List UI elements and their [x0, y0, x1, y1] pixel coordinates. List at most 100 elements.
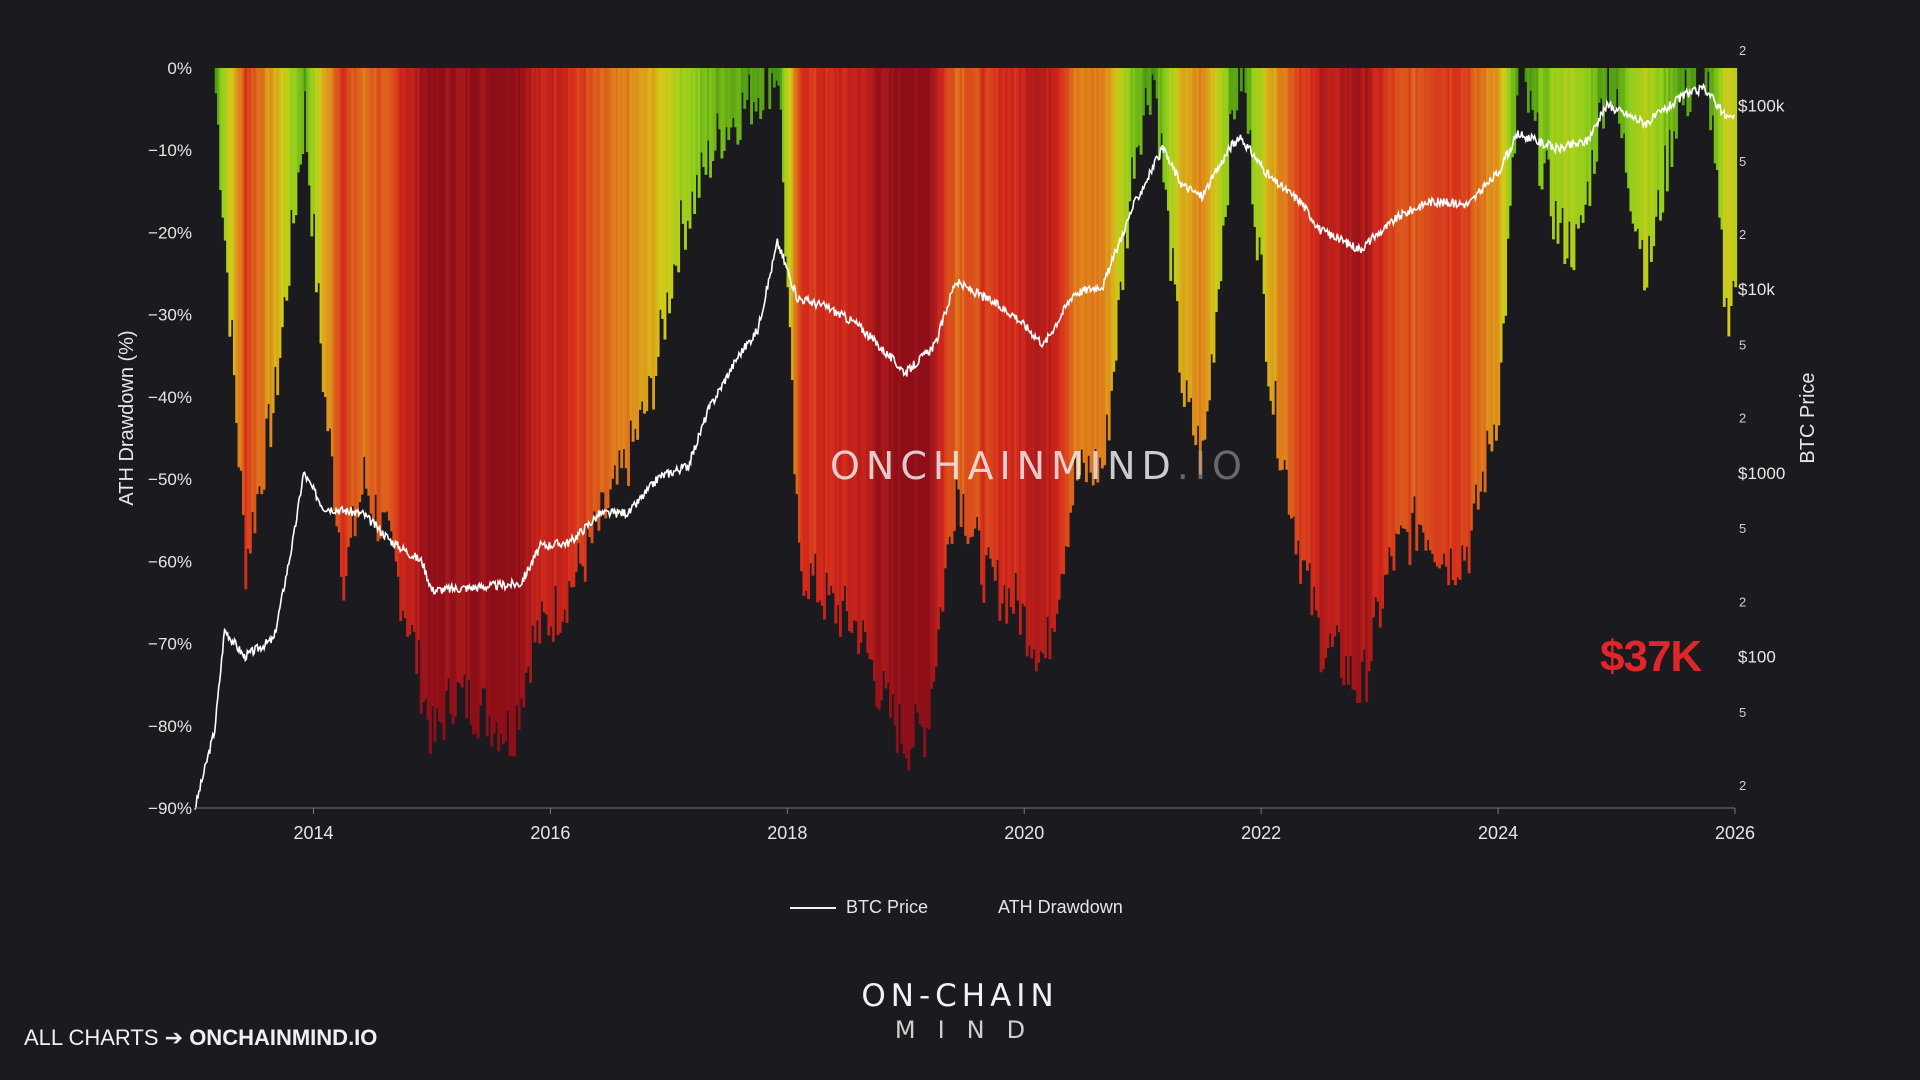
drawdown-bar: [554, 68, 558, 586]
drawdown-bar: [1618, 68, 1621, 124]
drawdown-bar: [1023, 68, 1027, 607]
drawdown-bar: [1497, 68, 1501, 426]
drawdown-bar: [1538, 68, 1542, 186]
drawdown-bar: [1490, 68, 1494, 452]
drawdown-bar: [1182, 68, 1186, 407]
drawdown-bar: [394, 68, 398, 562]
drawdown-bar: [1271, 68, 1275, 415]
drawdown-bar: [376, 68, 380, 542]
drawdown-bar: [403, 68, 407, 619]
drawdown-bar: [280, 68, 284, 328]
drawdown-bar: [561, 68, 564, 622]
drawdown-bar: [1032, 68, 1036, 650]
drawdown-bar: [1515, 68, 1519, 96]
drawdown-bar: [422, 68, 425, 703]
drawdown-bar: [369, 68, 373, 514]
drawdown-bar: [1649, 68, 1653, 262]
drawdown-bar: [264, 68, 268, 419]
drawdown-bar: [834, 68, 838, 624]
drawdown-bar: [267, 68, 271, 404]
drawdown-bar: [791, 68, 794, 381]
drawdown-bar: [538, 68, 542, 644]
drawdown-bar: [1212, 68, 1216, 363]
drawdown-bar: [1469, 68, 1473, 531]
drawdown-bar: [1672, 68, 1676, 132]
brand-logo: ON-CHAIN MIND: [0, 978, 1920, 1044]
drawdown-bar: [793, 68, 797, 475]
drawdown-bar: [1105, 68, 1109, 415]
drawdown-bar: [337, 68, 341, 533]
drawdown-bar: [886, 68, 890, 683]
drawdown-bar: [1073, 68, 1077, 459]
drawdown-bar: [1028, 68, 1031, 646]
drawdown-bar: [351, 68, 355, 507]
drawdown-bar: [1558, 68, 1562, 223]
drawdown-bar: [987, 68, 990, 548]
drawdown-bar: [235, 68, 239, 423]
drawdown-bar: [1435, 68, 1439, 567]
drawdown-bar: [1132, 68, 1136, 179]
x-tick-label: 2022: [1241, 823, 1281, 843]
drawdown-bar: [1358, 68, 1362, 703]
drawdown-bar: [1374, 68, 1378, 597]
drawdown-bar: [895, 68, 899, 753]
drawdown-bar: [1299, 68, 1302, 584]
legend-item-price[interactable]: BTC Price: [790, 897, 928, 918]
drawdown-bar: [1000, 68, 1004, 604]
drawdown-bar: [1059, 68, 1063, 574]
drawdown-bar: [957, 68, 961, 490]
price-callout: $37K: [1600, 632, 1702, 681]
drawdown-bar: [734, 68, 738, 128]
drawdown-bar: [759, 68, 763, 120]
drawdown-bar: [930, 68, 933, 689]
drawdown-bar: [326, 68, 330, 432]
drawdown-bar: [868, 68, 872, 660]
legend-item-drawdown[interactable]: ATH Drawdown: [998, 897, 1123, 918]
drawdown-bar: [870, 68, 874, 660]
drawdown-bar: [1661, 68, 1665, 213]
drawdown-bar: [1392, 68, 1396, 571]
drawdown-bar: [1645, 68, 1649, 288]
drawdown-bar: [374, 68, 378, 495]
drawdown-bar: [1563, 68, 1567, 265]
drawdown-bar: [854, 68, 858, 622]
drawdown-bar: [1312, 68, 1316, 587]
drawdown-bar: [1057, 68, 1061, 600]
drawdown-bar: [244, 68, 248, 590]
drawdown-bar: [1180, 68, 1184, 394]
drawdown-bar: [1014, 68, 1018, 573]
drawdown-bar: [1119, 68, 1123, 282]
drawdown-bar: [1002, 68, 1006, 586]
drawdown-bar: [1087, 68, 1091, 456]
drawdown-bar: [747, 68, 751, 75]
drawdown-bar: [832, 68, 835, 594]
drawdown-bar: [1378, 68, 1382, 628]
drawdown-bar: [556, 68, 560, 636]
drawdown-bar: [221, 68, 225, 218]
drawdown-bar: [396, 68, 400, 577]
drawdown-bar: [713, 68, 717, 151]
y2-tick-label: $1000: [1738, 464, 1785, 483]
footer-link[interactable]: ALL CHARTS ➔ ONCHAINMIND.IO: [24, 1025, 377, 1051]
drawdown-bar: [932, 68, 936, 682]
drawdown-bar: [1196, 68, 1200, 426]
drawdown-bar: [317, 68, 321, 284]
drawdown-bar: [383, 68, 387, 513]
drawdown-bar: [859, 68, 863, 643]
drawdown-bar: [977, 68, 981, 531]
drawdown-bar: [952, 68, 956, 531]
drawdown-bar: [1595, 68, 1599, 162]
drawdown-bar: [301, 68, 305, 155]
drawdown-bar: [1249, 68, 1252, 130]
drawdown-bar: [1162, 68, 1166, 183]
x-tick-label: 2016: [530, 823, 570, 843]
drawdown-bar: [631, 68, 635, 442]
y2-minor-tick-label: 2: [1739, 227, 1746, 242]
drawdown-bar: [367, 68, 371, 496]
drawdown-bar: [1531, 68, 1535, 111]
drawdown-bar: [720, 68, 724, 159]
axes: 0% −10% −20% −30% −40% −50% −60% −70% −80% −90% 20…: [148, 43, 1785, 843]
drawdown-bar: [1572, 68, 1576, 271]
drawdown-bar: [1089, 68, 1093, 473]
drawdown-bar: [1394, 68, 1398, 534]
